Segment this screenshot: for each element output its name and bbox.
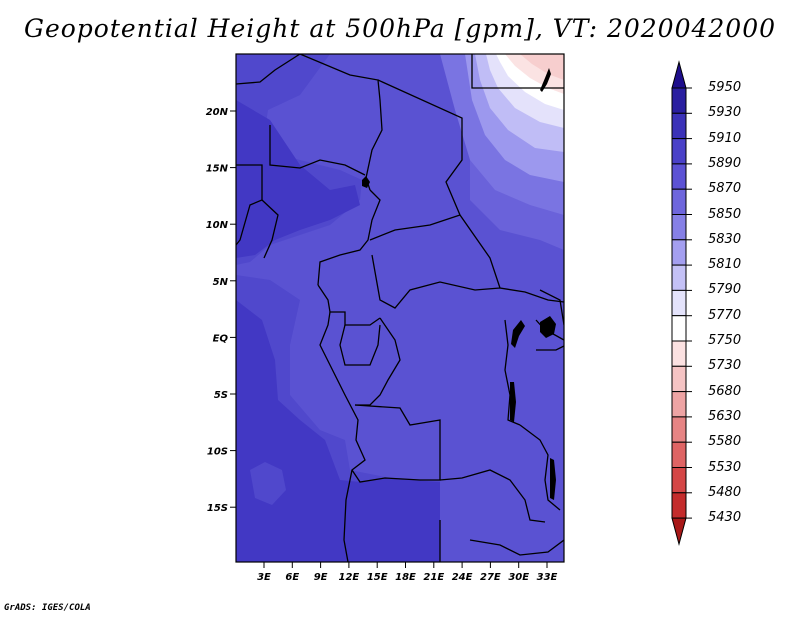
latitude-axis: 20N 15N 10N 5N EQ 5S 10S 15S (206, 107, 236, 514)
lat-tick-label: 10N (206, 220, 229, 231)
lakes (362, 68, 556, 500)
lon-tick-label: 30E (508, 572, 529, 583)
colorbar-segment (671, 365, 687, 393)
lon-tick-label: 18E (395, 572, 416, 583)
colorbar-level-label: 5950 (708, 80, 742, 95)
lat-tick-label: 10S (207, 447, 228, 458)
colorbar-segment (671, 492, 687, 519)
colorbar-segment (671, 239, 687, 266)
colorbar-segment (671, 391, 687, 418)
colorbar-level-label: 5530 (708, 459, 742, 475)
colorbar-segment (671, 163, 687, 190)
contour-fill-5680 (520, 54, 564, 80)
lat-tick-label: 15N (206, 164, 229, 175)
colorbar-level-label: 5430 (708, 510, 742, 526)
colorbar-segment (671, 188, 687, 215)
lat-tick-label: 20N (206, 107, 229, 118)
colorbar-top-arrow (671, 60, 687, 89)
lon-tick-label: 9E (314, 572, 328, 583)
lat-tick-label: EQ (213, 333, 229, 344)
country-borders (236, 54, 564, 562)
colorbar-segment (671, 441, 687, 469)
colorbar-level-label: 5850 (708, 206, 742, 222)
lat-tick-label: 5N (213, 277, 229, 288)
colorbar (671, 60, 692, 547)
credit-text: GrADS: IGES/COLA (4, 603, 91, 613)
colorbar-bottom-arrow (671, 517, 687, 547)
colorbar-segment (671, 416, 687, 443)
colorbar-level-label: 5870 (708, 181, 742, 197)
colorbar-segment (671, 340, 687, 367)
colorbar-level-label: 5770 (708, 307, 742, 323)
colorbar-segment (671, 467, 687, 494)
colorbar-level-label: 5750 (708, 333, 742, 348)
colorbar-segment (671, 289, 687, 317)
colorbar-segment (671, 264, 687, 291)
colorbar-level-label: 5680 (708, 383, 742, 399)
colorbar-segment (671, 214, 687, 241)
lon-tick-label: 33E (537, 572, 558, 583)
lon-tick-label: 6E (285, 572, 299, 583)
lon-tick-label: 3E (257, 572, 271, 583)
map-title: Geopotential Height at 500hPa [gpm], VT:… (23, 14, 777, 43)
colorbar-level-label: 5730 (708, 358, 742, 374)
map-frame (235, 53, 565, 563)
colorbar-level-label: 5480 (708, 484, 742, 500)
lon-tick-label: 15E (367, 572, 388, 583)
colorbar-segment (671, 87, 687, 114)
colorbar-level-label: 5930 (708, 105, 742, 121)
colorbar-segment (671, 112, 687, 140)
colorbar-segment (671, 315, 687, 342)
longitude-axis: 3E 6E 9E 12E 15E 18E 21E 24E 27E 30E 33E (257, 562, 558, 583)
colorbar-level-label: 5830 (708, 231, 742, 247)
contour-fill-5910 (236, 300, 440, 562)
lon-tick-label: 24E (452, 572, 473, 583)
colorbar-level-label: 5910 (708, 130, 742, 146)
contour-fill-5890 (250, 462, 286, 505)
colorbar-level-label: 5890 (708, 155, 742, 171)
height-field (236, 54, 564, 562)
contour-fill-5910 (236, 100, 360, 258)
colorbar-level-label: 5790 (708, 282, 742, 298)
colorbar-level-label: 5810 (708, 257, 742, 273)
colorbar-segment (671, 138, 687, 165)
lat-tick-label: 5S (214, 390, 228, 401)
lon-tick-label: 12E (339, 572, 360, 583)
lon-tick-label: 21E (423, 572, 444, 583)
lon-tick-label: 27E (480, 572, 501, 583)
colorbar-level-label: 5580 (708, 434, 742, 450)
lat-tick-label: 15S (207, 503, 228, 514)
colorbar-level-label: 5630 (708, 408, 742, 424)
